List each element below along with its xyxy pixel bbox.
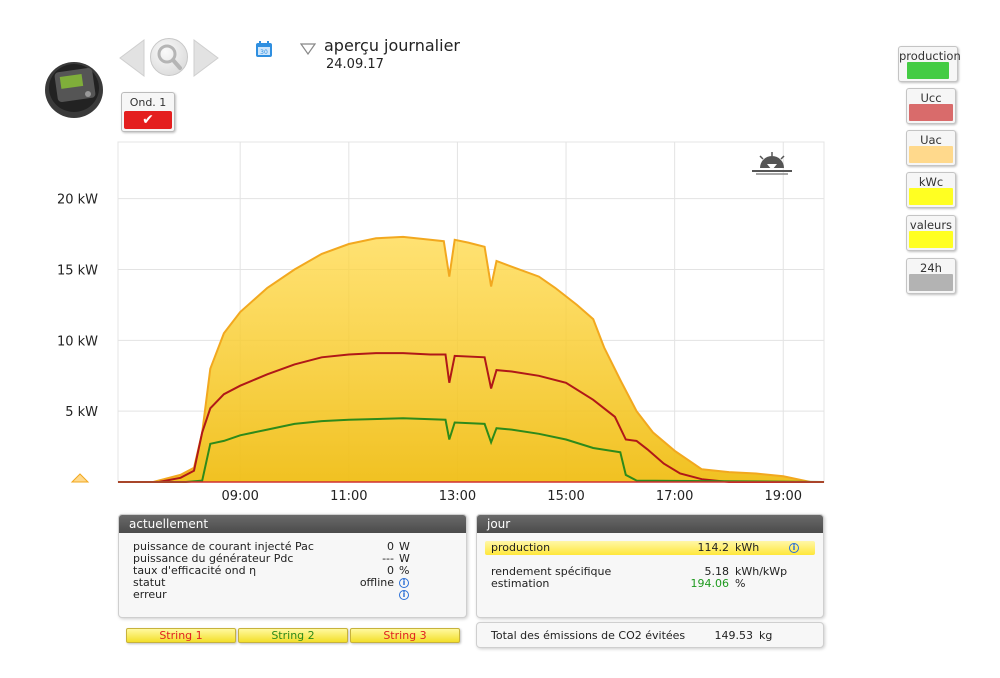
info-icon[interactable]: i (399, 578, 409, 588)
efficiency-label: taux d'efficacité ond η (133, 564, 257, 577)
yield-value: 5.18 (704, 565, 730, 578)
x-tick-label: 11:00 (330, 489, 367, 504)
yield-label: rendement spécifique (491, 565, 612, 578)
x-tick-label: 17:00 (656, 489, 693, 504)
pac-value: 0 (387, 540, 394, 553)
pdc-label: puissance du générateur Pdc (133, 552, 294, 565)
device-icon (44, 54, 106, 120)
legend-valeurs-swatch (909, 231, 953, 248)
kwc-area (118, 236, 824, 482)
arrow-left-icon[interactable] (118, 38, 146, 78)
estimate-label: estimation (491, 577, 550, 590)
ucc-line (118, 352, 824, 483)
info-icon[interactable]: i (789, 543, 799, 553)
status-value: offline (359, 576, 394, 589)
zoom-button[interactable] (150, 38, 188, 76)
svg-text:30: 30 (260, 49, 268, 56)
legend-24h-button[interactable]: 24h (906, 258, 956, 294)
pac-label: puissance de courant injecté Pac (133, 540, 314, 553)
legend-24h-swatch (909, 274, 953, 291)
y-tick-label: 15 kW (57, 264, 98, 279)
pdc-value: --- (382, 552, 394, 565)
y-tick-label: 10 kW (57, 334, 98, 349)
daily-summary-panel: jour production 114.2 kWh i rendement sp… (476, 514, 824, 618)
sunrise-marker (70, 473, 90, 483)
pac-unit: W (399, 540, 410, 553)
yield-unit: kWh/kWp (735, 565, 788, 578)
estimate-unit: % (735, 577, 746, 590)
efficiency-unit: % (399, 564, 410, 577)
status-label: statut (133, 576, 166, 589)
legend-kwc-button[interactable]: kWc (906, 172, 956, 208)
production-line (118, 417, 825, 483)
error-label: erreur (133, 588, 167, 601)
daily-power-chart: 09:00 11:00 13:00 15:00 17:00 19:00 5 kW 10 kW 1… (57, 141, 825, 504)
check-icon: ✔ (124, 111, 172, 129)
co2-panel: Total des émissions de CO2 évitées 149.5… (476, 622, 824, 648)
string-3-button[interactable]: String 3 (350, 628, 460, 643)
legend-kwc-swatch (909, 188, 953, 205)
calendar-icon[interactable]: 30 (255, 40, 273, 58)
legend-uac-swatch (909, 146, 953, 163)
co2-unit: kg (759, 629, 773, 642)
co2-value: 149.53 (714, 629, 754, 642)
view-date: 24.09.17 (326, 57, 384, 72)
panel-title: jour (477, 515, 823, 533)
dropdown-arrow-icon[interactable] (299, 40, 317, 56)
y-tick-label: 5 kW (65, 405, 98, 420)
legend-ucc-button[interactable]: Ucc (906, 88, 956, 124)
estimate-value: 194.06 (690, 577, 730, 590)
efficiency-value: 0 (387, 564, 394, 577)
string-1-button[interactable]: String 1 (126, 628, 236, 643)
x-tick-label: 13:00 (439, 489, 476, 504)
production-unit: kWh (735, 541, 760, 554)
y-tick-label: 20 kW (57, 193, 98, 208)
x-tick-label: 09:00 (221, 489, 258, 504)
panel-title: actuellement (119, 515, 466, 533)
inverter-label: Ond. 1 (129, 96, 167, 109)
legend-uac-button[interactable]: Uac (906, 130, 956, 166)
inverter-toggle-button[interactable]: Ond. 1 ✔ (121, 92, 175, 132)
legend-production-button[interactable]: production (898, 46, 961, 82)
production-bar (485, 541, 815, 555)
kwc-line (118, 235, 824, 483)
sunset-icon[interactable] (752, 152, 792, 175)
legend-production-swatch (907, 62, 949, 79)
x-tick-label: 15:00 (547, 489, 584, 504)
current-status-panel: actuellement puissance de courant inject… (118, 514, 467, 618)
string-2-button[interactable]: String 2 (238, 628, 348, 643)
legend-valeurs-button[interactable]: valeurs (906, 215, 956, 251)
magnifier-icon (157, 44, 182, 70)
co2-label: Total des émissions de CO2 évitées (491, 629, 686, 642)
pdc-unit: W (399, 552, 410, 565)
x-tick-label: 19:00 (765, 489, 802, 504)
view-title[interactable]: aperçu journalier (324, 36, 460, 55)
arrow-right-icon[interactable] (192, 38, 220, 78)
legend-ucc-swatch (909, 104, 953, 121)
production-value: 114.2 (697, 541, 730, 554)
production-label: production (491, 541, 551, 554)
info-icon[interactable]: i (399, 590, 409, 600)
